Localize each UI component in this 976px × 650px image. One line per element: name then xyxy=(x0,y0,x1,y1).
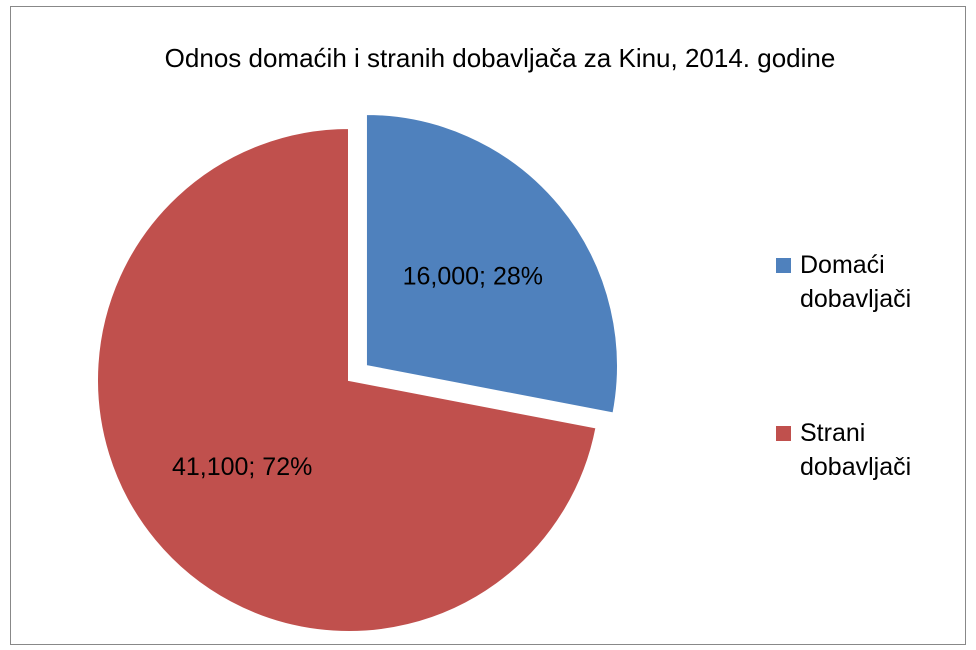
legend-label: Domaći dobavljači xyxy=(800,251,912,313)
pie-slice xyxy=(364,112,619,415)
data-label: 41,100; 72% xyxy=(172,453,312,481)
chart-title: Odnos domaćih i stranih dobavljača za Ki… xyxy=(165,43,836,73)
legend-label: Strani dobavljači xyxy=(800,419,912,481)
legend-swatch xyxy=(776,426,791,441)
data-label: 16,000; 28% xyxy=(403,262,543,290)
pie-slice xyxy=(96,126,598,633)
legend-swatch xyxy=(776,258,791,273)
